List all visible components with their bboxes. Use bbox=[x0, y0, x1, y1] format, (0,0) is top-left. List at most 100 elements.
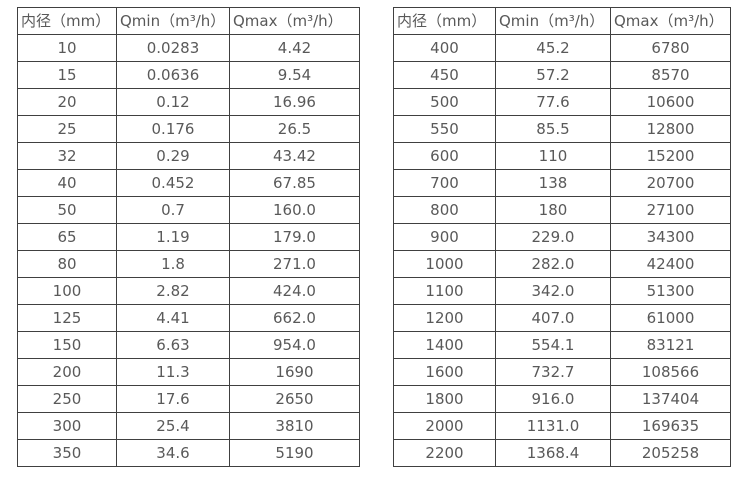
table-row: 550 85.5 12800 bbox=[393, 115, 731, 143]
table-cell: 0.176 bbox=[116, 115, 230, 143]
table-row: 1400 554.1 83121 bbox=[393, 331, 731, 359]
table-row: 32 0.29 43.42 bbox=[17, 142, 360, 170]
table-cell: 2200 bbox=[393, 439, 496, 467]
table-row: 150 6.63 954.0 bbox=[17, 331, 360, 359]
table-row: 450 57.2 8570 bbox=[393, 61, 731, 89]
table-row: 2000 1131.0 169635 bbox=[393, 412, 731, 440]
table-cell: 1600 bbox=[393, 358, 496, 386]
table-cell: 160.0 bbox=[229, 196, 360, 224]
table-cell: 34.6 bbox=[116, 439, 230, 467]
table-row: 1200 407.0 61000 bbox=[393, 304, 731, 332]
table-cell: 0.0636 bbox=[116, 61, 230, 89]
header-qmax: Qmax（m³/h） bbox=[229, 7, 360, 35]
table-row: 100 2.82 424.0 bbox=[17, 277, 360, 305]
table-header-row: 内径（mm） Qmin（m³/h） Qmax（m³/h） bbox=[17, 7, 360, 35]
table-cell: 1200 bbox=[393, 304, 496, 332]
header-inner-diameter: 内径（mm） bbox=[393, 7, 496, 35]
table-cell: 1368.4 bbox=[495, 439, 611, 467]
table-cell: 43.42 bbox=[229, 142, 360, 170]
table-cell: 229.0 bbox=[495, 223, 611, 251]
table-cell: 5190 bbox=[229, 439, 360, 467]
table-cell: 700 bbox=[393, 169, 496, 197]
table-cell: 2000 bbox=[393, 412, 496, 440]
table-cell: 350 bbox=[17, 439, 117, 467]
table-cell: 61000 bbox=[610, 304, 731, 332]
table-cell: 1.19 bbox=[116, 223, 230, 251]
table-cell: 900 bbox=[393, 223, 496, 251]
table-cell: 51300 bbox=[610, 277, 731, 305]
table-cell: 342.0 bbox=[495, 277, 611, 305]
table-cell: 271.0 bbox=[229, 250, 360, 278]
table-row: 10 0.0283 4.42 bbox=[17, 34, 360, 62]
table-cell: 200 bbox=[17, 358, 117, 386]
flow-table-large-diameters: 内径（mm） Qmin（m³/h） Qmax（m³/h） 400 45.2 6780… bbox=[393, 7, 731, 467]
table-cell: 0.29 bbox=[116, 142, 230, 170]
table-cell: 732.7 bbox=[495, 358, 611, 386]
table-cell: 6.63 bbox=[116, 331, 230, 359]
table-row: 350 34.6 5190 bbox=[17, 439, 360, 467]
table-cell: 1690 bbox=[229, 358, 360, 386]
table-row: 1000 282.0 42400 bbox=[393, 250, 731, 278]
table-cell: 2.82 bbox=[116, 277, 230, 305]
table-row: 300 25.4 3810 bbox=[17, 412, 360, 440]
table-row: 25 0.176 26.5 bbox=[17, 115, 360, 143]
table-cell: 125 bbox=[17, 304, 117, 332]
table-cell: 16.96 bbox=[229, 88, 360, 116]
table-row: 40 0.452 67.85 bbox=[17, 169, 360, 197]
table-row: 20 0.12 16.96 bbox=[17, 88, 360, 116]
table-row: 1100 342.0 51300 bbox=[393, 277, 731, 305]
table-cell: 169635 bbox=[610, 412, 731, 440]
table-cell: 26.5 bbox=[229, 115, 360, 143]
table-cell: 57.2 bbox=[495, 61, 611, 89]
table-cell: 65 bbox=[17, 223, 117, 251]
table-cell: 20700 bbox=[610, 169, 731, 197]
table-row: 800 180 27100 bbox=[393, 196, 731, 224]
table-cell: 42400 bbox=[610, 250, 731, 278]
table-cell: 3810 bbox=[229, 412, 360, 440]
header-qmin: Qmin（m³/h） bbox=[495, 7, 611, 35]
table-cell: 4.42 bbox=[229, 34, 360, 62]
table-cell: 0.0283 bbox=[116, 34, 230, 62]
table-cell: 662.0 bbox=[229, 304, 360, 332]
table-row: 250 17.6 2650 bbox=[17, 385, 360, 413]
table-row: 200 11.3 1690 bbox=[17, 358, 360, 386]
table-cell: 800 bbox=[393, 196, 496, 224]
table-cell: 9.54 bbox=[229, 61, 360, 89]
table-row: 400 45.2 6780 bbox=[393, 34, 731, 62]
table-cell: 554.1 bbox=[495, 331, 611, 359]
table-cell: 1000 bbox=[393, 250, 496, 278]
table-cell: 40 bbox=[17, 169, 117, 197]
table-cell: 450 bbox=[393, 61, 496, 89]
table-cell: 1800 bbox=[393, 385, 496, 413]
table-cell: 138 bbox=[495, 169, 611, 197]
table-cell: 0.7 bbox=[116, 196, 230, 224]
table-cell: 15200 bbox=[610, 142, 731, 170]
table-cell: 108566 bbox=[610, 358, 731, 386]
table-cell: 300 bbox=[17, 412, 117, 440]
table-row: 50 0.7 160.0 bbox=[17, 196, 360, 224]
table-cell: 600 bbox=[393, 142, 496, 170]
table-row: 80 1.8 271.0 bbox=[17, 250, 360, 278]
table-cell: 180 bbox=[495, 196, 611, 224]
header-qmax: Qmax（m³/h） bbox=[610, 7, 731, 35]
table-header-row: 内径（mm） Qmin（m³/h） Qmax（m³/h） bbox=[393, 7, 731, 35]
table-row: 15 0.0636 9.54 bbox=[17, 61, 360, 89]
table-cell: 205258 bbox=[610, 439, 731, 467]
table-row: 1600 732.7 108566 bbox=[393, 358, 731, 386]
table-cell: 550 bbox=[393, 115, 496, 143]
table-row: 125 4.41 662.0 bbox=[17, 304, 360, 332]
table-cell: 32 bbox=[17, 142, 117, 170]
table-cell: 407.0 bbox=[495, 304, 611, 332]
table-cell: 8570 bbox=[610, 61, 731, 89]
table-cell: 85.5 bbox=[495, 115, 611, 143]
table-row: 1800 916.0 137404 bbox=[393, 385, 731, 413]
table-cell: 6780 bbox=[610, 34, 731, 62]
table-row: 600 110 15200 bbox=[393, 142, 731, 170]
table-cell: 1400 bbox=[393, 331, 496, 359]
flow-spec-tables-container: 内径（mm） Qmin（m³/h） Qmax（m³/h） 10 0.0283 4.4… bbox=[17, 7, 731, 467]
table-cell: 12800 bbox=[610, 115, 731, 143]
table-cell: 2650 bbox=[229, 385, 360, 413]
table-cell: 150 bbox=[17, 331, 117, 359]
table-cell: 34300 bbox=[610, 223, 731, 251]
table-row: 700 138 20700 bbox=[393, 169, 731, 197]
